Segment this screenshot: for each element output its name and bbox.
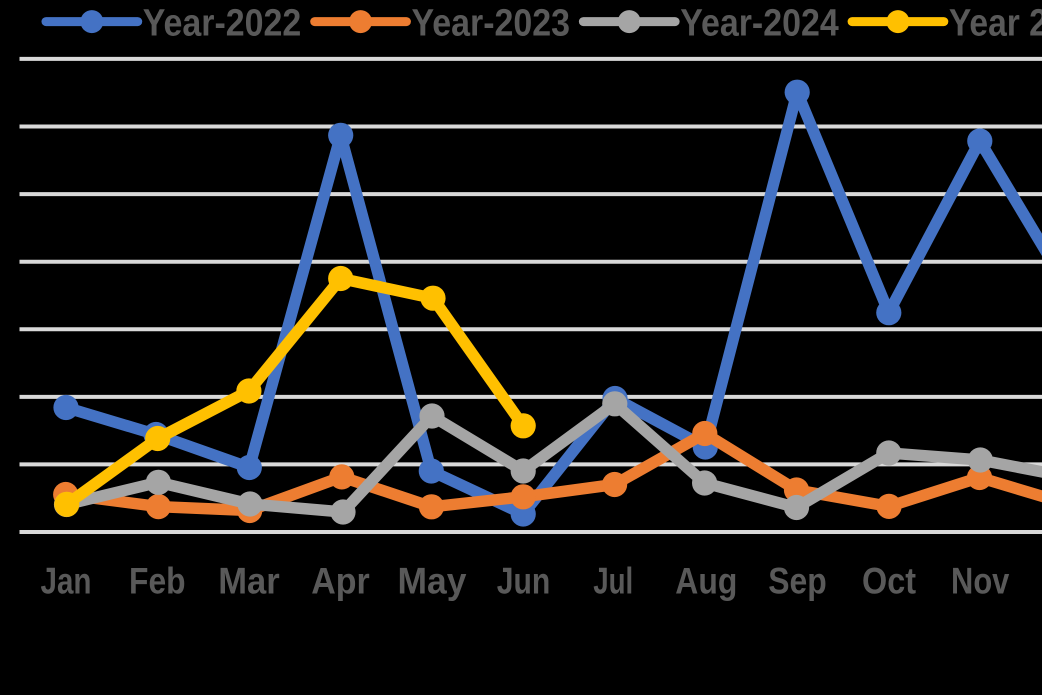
svg-text:Year 2025: Year 2025: [949, 3, 1042, 45]
svg-text:Mar: Mar: [218, 559, 280, 601]
svg-text:Feb: Feb: [129, 559, 186, 601]
svg-text:Year-2023: Year-2023: [412, 3, 571, 45]
svg-text:Jan: Jan: [41, 559, 92, 601]
svg-text:Jul: Jul: [593, 559, 633, 601]
svg-text:May: May: [398, 559, 467, 601]
svg-text:Apr: Apr: [311, 559, 370, 601]
svg-text:Jun: Jun: [497, 559, 551, 601]
svg-text:Nov: Nov: [951, 559, 1010, 601]
svg-text:Sep: Sep: [768, 559, 827, 601]
svg-text:Aug: Aug: [675, 559, 737, 601]
svg-text:Oct: Oct: [862, 559, 916, 601]
svg-text:Year-2022: Year-2022: [143, 3, 301, 45]
svg-text:Year-2024: Year-2024: [680, 3, 839, 45]
